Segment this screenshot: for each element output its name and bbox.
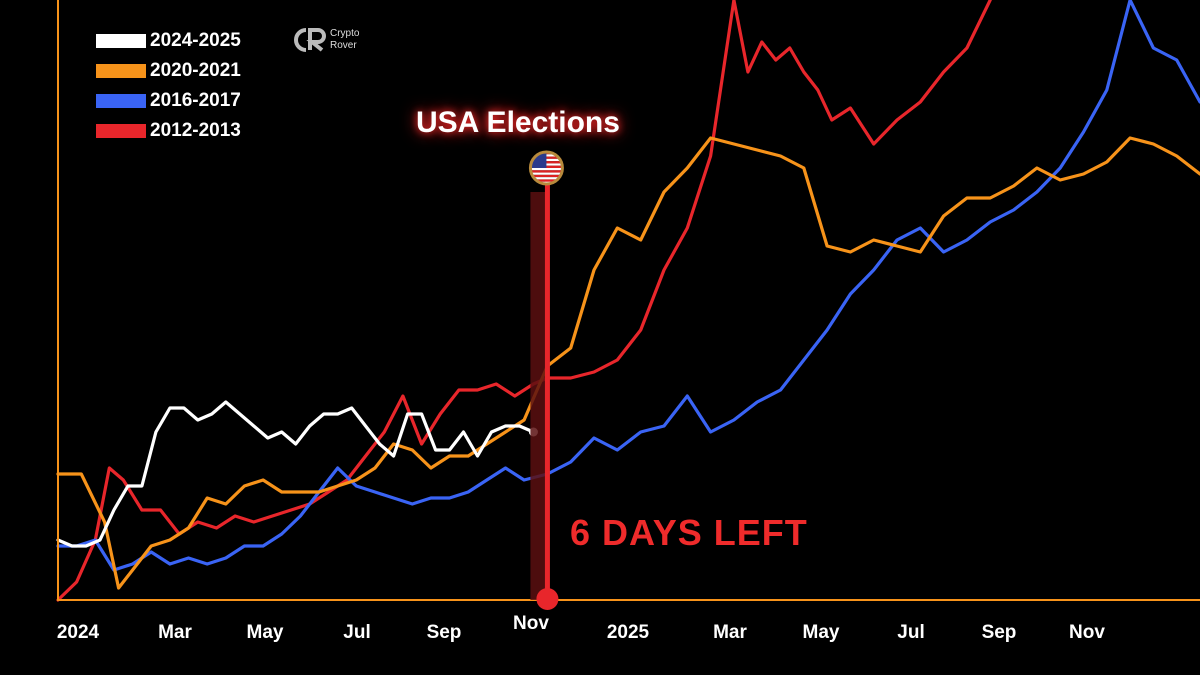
brand-line-2: Rover — [330, 40, 357, 51]
x-tick-label: Sep — [427, 622, 462, 643]
legend-swatch — [96, 124, 146, 138]
crypto-rover-logo-icon — [294, 28, 326, 52]
x-tick-label: Mar — [158, 622, 192, 643]
marker-shadow — [530, 192, 547, 600]
legend: 2024-2025 2020-2021 2016-2017 2012-2013 — [96, 26, 241, 146]
x-tick-label: 2025 — [607, 622, 650, 643]
x-tick-label: 2024 — [57, 622, 100, 643]
x-tick-label: Nov — [1069, 622, 1105, 643]
x-tick-label: Nov — [513, 613, 549, 634]
x-tick-label: May — [247, 622, 284, 643]
legend-label: 2020-2021 — [150, 60, 241, 81]
legend-swatch — [96, 34, 146, 48]
legend-label: 2024-2025 — [150, 30, 241, 51]
legend-item: 2024-2025 — [96, 26, 241, 56]
x-tick-label: Mar — [713, 622, 747, 643]
x-tick-label: May — [803, 622, 840, 643]
legend-item: 2020-2021 — [96, 56, 241, 86]
brand-line-1: Crypto — [330, 28, 360, 39]
legend-label: 2012-2013 — [150, 120, 241, 141]
legend-swatch — [96, 64, 146, 78]
annotation-title: USA Elections — [416, 106, 620, 139]
legend-swatch — [96, 94, 146, 108]
series-line-2012-2013 — [56, 0, 992, 602]
legend-item: 2012-2013 — [96, 116, 241, 146]
countdown-text: 6 DAYS LEFT — [570, 512, 808, 553]
legend-label: 2016-2017 — [150, 90, 241, 111]
series-line-2020-2021 — [56, 136, 1200, 590]
series-line-2024-2025 — [56, 400, 536, 548]
x-tick-labels: 2024 Mar May Jul Sep Nov 2025 Mar May Jul Sep Nov — [57, 613, 1106, 643]
us-flag-icon — [528, 150, 564, 186]
series-line-2016-2017 — [56, 0, 1200, 572]
x-tick-label: Jul — [897, 622, 924, 643]
brand: Crypto Rover — [292, 26, 359, 54]
election-marker — [528, 150, 564, 610]
marker-base-dot — [536, 588, 559, 610]
x-tick-label: Jul — [343, 622, 370, 643]
legend-item: 2016-2017 — [96, 86, 241, 116]
x-tick-label: Sep — [982, 622, 1017, 643]
